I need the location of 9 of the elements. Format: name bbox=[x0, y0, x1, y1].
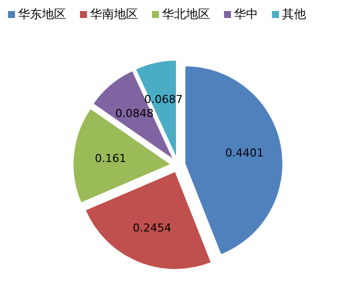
data-label: 0.161 bbox=[94, 152, 126, 166]
legend-label: 华北地区 bbox=[162, 7, 210, 21]
data-label: 0.4401 bbox=[225, 146, 264, 160]
legend-label: 华中 bbox=[234, 7, 258, 21]
data-label: 0.0848 bbox=[115, 107, 154, 120]
data-label: 0.2454 bbox=[132, 222, 172, 235]
legend-label: 其他 bbox=[282, 7, 306, 21]
legend-label: 华东地区 bbox=[18, 7, 66, 21]
legend-label: 华南地区 bbox=[90, 7, 138, 21]
